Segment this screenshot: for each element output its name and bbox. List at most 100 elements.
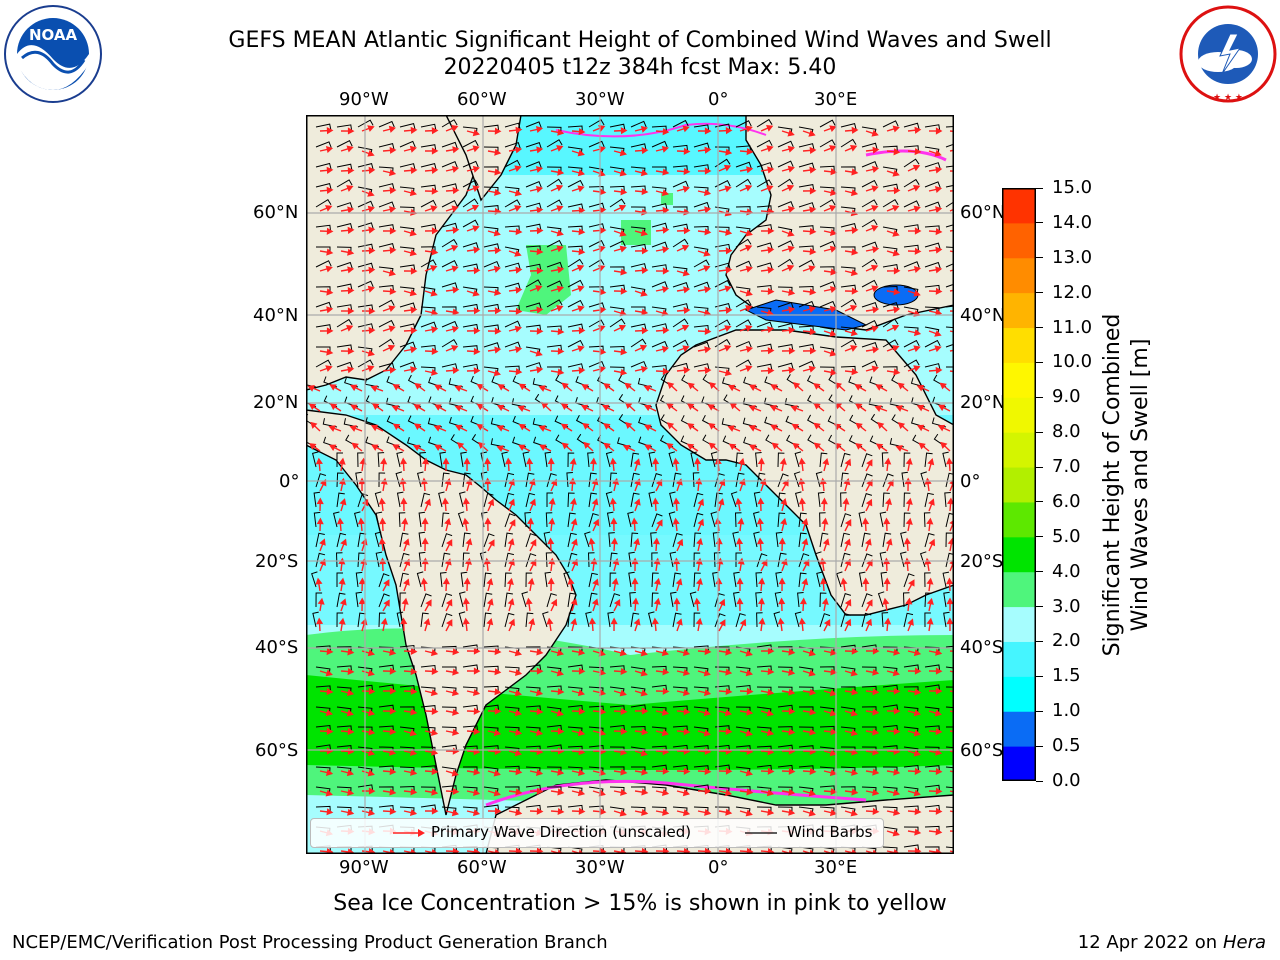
wave-direction-arrowhead (349, 425, 357, 432)
wind-barb (735, 472, 745, 488)
wave-direction-arrowhead (452, 648, 460, 656)
wind-barb (357, 280, 374, 288)
wind-barb (357, 323, 374, 330)
wave-direction-arrowhead (326, 127, 334, 135)
wind-barb (420, 199, 437, 208)
wave-direction-arrowhead (536, 146, 544, 154)
wind-barb (836, 571, 843, 588)
wave-direction-arrowhead (682, 809, 691, 817)
wind-barb (714, 613, 726, 628)
map-subtitle: 20220405 t12z 384h fcst Max: 5.40 (443, 55, 837, 80)
wave-direction-arrowhead (557, 788, 565, 796)
wave-direction-arrowhead (619, 689, 627, 697)
wave-direction-arrowhead (493, 229, 501, 237)
wind-barb (525, 279, 542, 288)
wave-direction-arrowhead (451, 689, 460, 697)
wave-direction-arrowhead (431, 187, 439, 195)
wave-direction-arrowhead (557, 168, 565, 176)
wave-direction-arrowhead (913, 365, 921, 372)
wind-barb (945, 746, 954, 749)
wave-direction-arrowhead (641, 327, 649, 335)
wave-direction-arrowhead (892, 169, 900, 177)
wind-barb (504, 472, 515, 488)
wave-direction-arrowhead (494, 148, 502, 156)
wave-direction-arrowhead (577, 305, 585, 313)
wind-barb (777, 258, 794, 268)
wind-barb (458, 591, 466, 608)
wave-direction-arrowhead (725, 148, 733, 156)
wave-direction-arrowhead (673, 597, 681, 605)
wave-direction-arrowhead (850, 809, 858, 817)
wind-barb (903, 612, 914, 628)
wave-direction-arrowhead (788, 648, 796, 656)
wind-barb (525, 612, 534, 628)
wave-direction-arrowhead (871, 325, 879, 333)
wind-barb (924, 284, 941, 292)
wind-barb (420, 593, 432, 608)
wave-direction-arrowhead (914, 126, 922, 134)
wind-barb (587, 552, 595, 568)
wave-direction-arrowhead (662, 267, 670, 275)
wave-direction-arrowhead (662, 767, 670, 775)
wind-barb (793, 471, 801, 488)
wave-direction-arrowhead (766, 124, 774, 132)
wave-direction-arrowhead (641, 146, 649, 155)
wave-direction-arrowhead (905, 497, 913, 505)
wave-direction-arrowhead (535, 285, 543, 292)
wind-barb (794, 611, 802, 628)
wave-direction-arrow (949, 730, 954, 733)
wind-barb (336, 202, 353, 209)
wind-barb (903, 158, 920, 168)
wind-barb (336, 492, 345, 508)
wave-direction-arrowhead (682, 789, 690, 797)
wave-direction-arrowhead (935, 308, 943, 316)
wave-direction-arrowhead (798, 457, 806, 465)
colorbar-tick-label: 5.0 (1052, 525, 1081, 547)
wind-barb (420, 144, 437, 151)
wave-direction-arrowhead (708, 422, 716, 430)
wind-barb (483, 243, 500, 250)
wave-direction-arrowhead (809, 688, 817, 696)
wave-direction-arrowhead (529, 498, 536, 507)
wave-direction-arrowhead (389, 748, 397, 756)
wave-direction-arrowhead (829, 205, 837, 212)
wind-barb (945, 645, 954, 648)
wave-direction-arrowhead (661, 788, 670, 797)
wave-direction-arrowhead (939, 382, 947, 390)
wave-direction-arrowhead (389, 648, 397, 656)
wave-direction-arrowhead (367, 349, 375, 357)
wind-barb (336, 665, 352, 672)
wind-barb (441, 200, 458, 208)
wind-barb (521, 591, 528, 608)
wave-direction-arrowhead (367, 125, 375, 132)
wind-barb (588, 202, 605, 210)
wave-direction-arrow (949, 310, 954, 312)
wave-direction-arrowhead (770, 384, 778, 391)
wind-barb (630, 185, 646, 193)
wind-barb (332, 511, 340, 528)
wave-direction-arrowhead (770, 424, 778, 431)
wave-direction-arrowhead (389, 687, 397, 695)
wind-barb (315, 592, 323, 608)
wind-barb (714, 302, 731, 310)
wind-barb (712, 571, 719, 588)
wind-barb (378, 224, 395, 231)
wave-direction-arrowhead (442, 577, 450, 585)
wave-direction-arrowhead (822, 457, 830, 466)
wave-direction-arrowhead (476, 383, 485, 391)
wind-barb (733, 571, 740, 588)
wind-barb (777, 301, 794, 309)
wave-direction-arrowhead (829, 769, 838, 777)
wind-barb (357, 552, 365, 568)
wind-barb (651, 513, 663, 528)
wave-direction-arrowhead (536, 366, 544, 374)
wind-barb (608, 532, 615, 548)
wind-barb (588, 240, 605, 248)
wind-barb (798, 553, 810, 568)
wind-barb (544, 571, 552, 588)
colorbar-tick-label: 13.0 (1052, 246, 1093, 268)
wave-direction-arrowhead (620, 268, 628, 276)
wind-barb (798, 259, 815, 268)
wind-barb (378, 242, 395, 250)
wind-barb (374, 491, 382, 508)
